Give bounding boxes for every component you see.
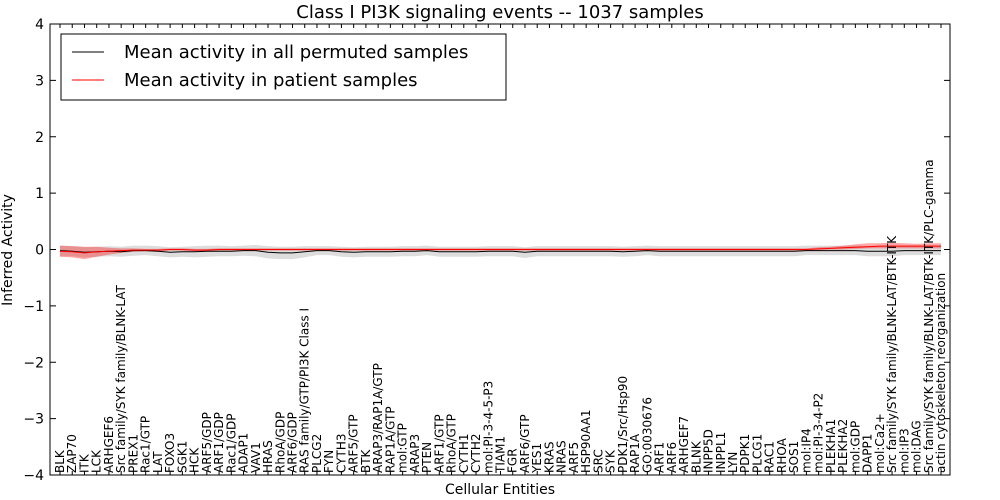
x-tick-label: PTEN <box>420 442 434 473</box>
x-tick-label: HSP90AA1 <box>579 409 593 473</box>
x-tick-label: SGK1 <box>175 441 189 473</box>
y-axis-ticks: −4 −3 −2 −1 0 1 2 3 4 <box>23 17 950 484</box>
x-tick-label: INPPL1 <box>714 432 728 473</box>
x-tick-label: ZAP70 <box>65 434 79 473</box>
x-tick-label: ARF6/GDP <box>286 412 300 473</box>
x-tick-label: INPP5D <box>702 429 716 473</box>
y-tick-label: 4 <box>35 17 44 33</box>
x-tick-label: PDK1/Src/Hsp90 <box>616 376 630 473</box>
x-tick-label: Rac1/GDP <box>224 414 238 473</box>
plot-frame <box>49 23 951 476</box>
y-tick-label: 0 <box>35 243 44 259</box>
series-lines <box>59 245 941 254</box>
x-tick-label: ARF5 <box>567 442 581 473</box>
y-tick-label: −1 <box>23 299 44 315</box>
x-tick-label: RAP1A/GTP <box>383 406 397 473</box>
x-tick-label: RHOA <box>775 437 789 473</box>
x-tick-label: KRAS <box>542 441 556 473</box>
x-tick-label: ARAP3/RAP1A/GTP <box>371 363 385 473</box>
x-tick-label: PLEKHA2 <box>836 419 850 473</box>
x-tick-label: CYTH3 <box>334 434 348 474</box>
x-tick-label: FYN <box>322 450 336 473</box>
x-tick-label: ARF1/GDP <box>212 412 226 473</box>
x-tick-label: HRAS <box>261 440 275 473</box>
legend-label: Mean activity in all permuted samples <box>124 42 468 63</box>
x-tick-label: actin cytoskeleton reorganization <box>934 273 948 473</box>
x-tick-label: mol:PI-3-4-P2 <box>812 393 826 473</box>
y-tick-label: 1 <box>35 186 44 202</box>
x-tick-label: PDPK1 <box>738 434 752 473</box>
x-tick-label: NRAS <box>555 440 569 473</box>
chart-title: Class I PI3K signaling events -- 1037 sa… <box>296 2 703 23</box>
x-tick-label: ITK <box>78 453 92 473</box>
x-tick-label: DAPP1 <box>861 434 875 473</box>
legend: Mean activity in all permuted samples Mea… <box>60 33 507 101</box>
x-tick-label: RAS family/GTP/PI3K Class I <box>298 308 312 473</box>
x-tick-label: SYK <box>604 449 618 473</box>
x-tick-label: GO:0030676 <box>640 397 654 473</box>
series-line-permuted <box>59 250 941 254</box>
x-tick-label: LCK <box>90 449 104 473</box>
x-tick-label: TIAM1 <box>494 436 508 474</box>
x-tick-label: RAC1 <box>763 441 777 473</box>
y-axis-label: Inferred Activity <box>0 194 16 306</box>
x-tick-label: ARAP3 <box>408 434 422 473</box>
x-tick-label: LYN <box>726 452 740 473</box>
x-tick-label: SOS1 <box>787 441 801 473</box>
y-tick-label: −3 <box>23 412 44 428</box>
x-tick-label: Rac1/GTP <box>139 416 153 473</box>
x-tick-label: mol:Ca2+ <box>873 413 887 473</box>
x-tick-label: mol:GTP <box>396 423 410 473</box>
legend-box <box>60 33 507 101</box>
x-tick-label: LAT <box>151 451 165 473</box>
x-tick-label: BLNK <box>689 440 703 473</box>
x-tick-label: ARF5/GDP <box>200 412 214 473</box>
x-tick-label: RhoA/GTP <box>445 414 459 473</box>
x-tick-label: HCK <box>188 447 202 473</box>
x-tick-label: PLCG2 <box>310 434 324 473</box>
legend-label: Mean activity in patient samples <box>124 70 418 91</box>
x-tick-label: YES1 <box>530 443 544 474</box>
x-tick-label: BTK <box>359 448 373 473</box>
x-tick-label: Src family/SYK family/BLNK-LAT/BTK-ITK <box>885 235 899 473</box>
x-tick-label: Src family/SYK family/BLNK-LAT/BTK-ITK/P… <box>922 159 936 473</box>
y-tick-label: −2 <box>23 355 44 371</box>
x-tick-label: RhoA/GDP <box>273 412 287 473</box>
x-tick-label: SRC <box>591 449 605 473</box>
x-tick-label: RAP1A <box>628 433 642 473</box>
confidence-bands <box>60 242 941 260</box>
x-tick-label: CYTH2 <box>469 434 483 474</box>
x-tick-label: ARF6 <box>665 442 679 473</box>
x-tick-label: ARF1/GTP <box>432 414 446 473</box>
x-tick-label: ARF5/GTP <box>347 414 361 473</box>
y-tick-label: −4 <box>23 468 44 484</box>
y-tick-label: 3 <box>35 73 44 89</box>
x-tick-label: VAV1 <box>249 442 263 473</box>
band-permuted <box>60 245 941 260</box>
x-tick-label: CYTH1 <box>457 434 471 474</box>
y-tick-label: 2 <box>35 130 44 146</box>
x-tick-label: ARHGEF6 <box>102 416 116 473</box>
x-tick-label: ARF6/GTP <box>518 414 532 473</box>
x-axis-label: Cellular Entities <box>445 482 555 498</box>
x-tick-label: FOXO3 <box>163 433 177 473</box>
x-tick-label: ADAP1 <box>237 433 251 473</box>
x-tick-label: ARHGEF7 <box>677 416 691 473</box>
x-tick-label: mol:IP4 <box>799 428 813 473</box>
x-tick-label: mol:IP3 <box>897 428 911 473</box>
series-line-patient <box>59 245 941 254</box>
x-tick-label: PREX1 <box>126 434 140 473</box>
x-tick-label: mol:GDP <box>848 421 862 473</box>
x-tick-label: PLCG1 <box>751 434 765 473</box>
x-tick-label: mol:DAG <box>910 420 924 473</box>
x-tick-label: PLEKHA1 <box>824 419 838 473</box>
x-tick-label: FGR <box>506 448 520 473</box>
x-tick-label: Src family/SYK family/BLNK-LAT <box>114 284 128 473</box>
x-tick-label: BLK <box>53 449 67 473</box>
x-tick-label: ARF1 <box>653 442 667 473</box>
x-tick-label: mol:PI-3-4-5-P3 <box>481 381 495 473</box>
